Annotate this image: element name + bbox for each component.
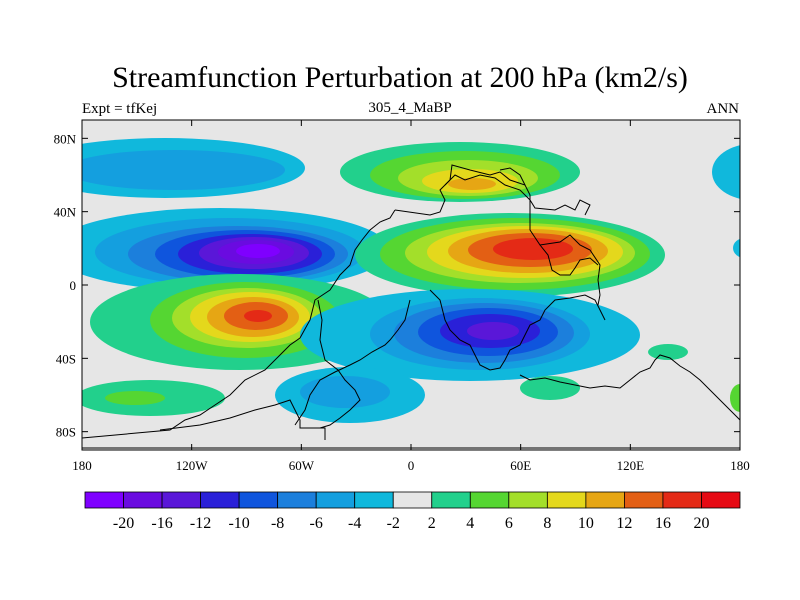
colorbar-label: -16: [151, 515, 172, 532]
experiment-label: Expt = tfKej: [82, 101, 158, 117]
colorbar-swatch: [84, 491, 124, 509]
colorbar-label: 16: [655, 515, 671, 532]
america-low: [82, 208, 390, 292]
north-pacific-low: [82, 138, 305, 198]
colorbar-label: -8: [271, 515, 284, 532]
x-tick-label: 120E: [617, 458, 645, 473]
colorbar-swatch: [469, 491, 510, 509]
x-tick-label: 180: [72, 458, 92, 473]
colorbar-swatch: [238, 491, 279, 509]
x-tick-label: 120W: [176, 458, 209, 473]
northeast-low: [712, 145, 740, 199]
south-indian-high: [520, 376, 580, 400]
colorbar-label: -12: [190, 515, 211, 532]
colorbar-label: 12: [616, 515, 632, 532]
y-tick-label: 80N: [54, 131, 77, 146]
colorbar-swatch: [200, 491, 240, 509]
x-axis: 180 120W 60W 0 60E 120E 180: [72, 120, 750, 473]
colorbar-swatch: [315, 491, 356, 509]
y-tick-label: 80S: [56, 425, 76, 440]
southeast-high: [730, 384, 740, 412]
colorbar-swatch: [546, 491, 587, 509]
colorbar-label: 8: [543, 515, 551, 532]
y-tick-label: 40S: [56, 351, 76, 366]
y-axis: 80N 40N 0 40S 80S: [54, 131, 740, 440]
colorbar-swatch: [585, 491, 625, 509]
colorbar-label: 4: [466, 515, 474, 532]
x-tick-label: 0: [408, 458, 415, 473]
colorbar-swatch: [701, 491, 741, 509]
colorbar-label: 2: [428, 515, 436, 532]
colorbar-label: -4: [348, 515, 361, 532]
x-tick-label: 60E: [510, 458, 531, 473]
south-atlantic-low: [275, 367, 425, 423]
y-tick-label: 0: [70, 278, 77, 293]
colorbar-label: -10: [228, 515, 249, 532]
colorbar-swatch: [354, 491, 394, 509]
colorbar-label: 6: [505, 515, 513, 532]
east-low: [733, 238, 740, 258]
plot-title: Streamfunction Perturbation at 200 hPa (…: [112, 61, 688, 94]
colorbar-swatch: [161, 491, 201, 509]
europe-high: [340, 142, 580, 202]
x-tick-label: 180: [730, 458, 750, 473]
colorbar-swatch: [392, 491, 433, 509]
colorbar-label: 10: [578, 515, 594, 532]
colorbar-label: -6: [310, 515, 323, 532]
colorbar-swatch: [662, 491, 702, 509]
colorbar-swatch: [277, 491, 317, 509]
colorbar-label: -2: [387, 515, 400, 532]
season-label: ANN: [706, 101, 740, 117]
indian-ocean-low: [300, 289, 640, 381]
contour-field: [82, 138, 740, 449]
australia-high: [648, 344, 688, 360]
case-label: 305_4_MaBP: [368, 100, 452, 116]
x-tick-label: 60W: [289, 458, 315, 473]
colorbar-label: -20: [113, 515, 134, 532]
colorbar-swatch: [123, 491, 163, 509]
colorbar-label: 20: [693, 515, 709, 532]
colorbar: -20 -16 -12 -10 -8 -6 -4 -2 2 4 6 8 10 12 16 20: [84, 491, 741, 532]
colorbar-swatch: [508, 491, 548, 509]
asia-high: [355, 213, 665, 297]
colorbar-swatch: [431, 491, 471, 509]
colorbar-swatch: [624, 491, 664, 509]
y-tick-label: 40N: [54, 205, 77, 220]
